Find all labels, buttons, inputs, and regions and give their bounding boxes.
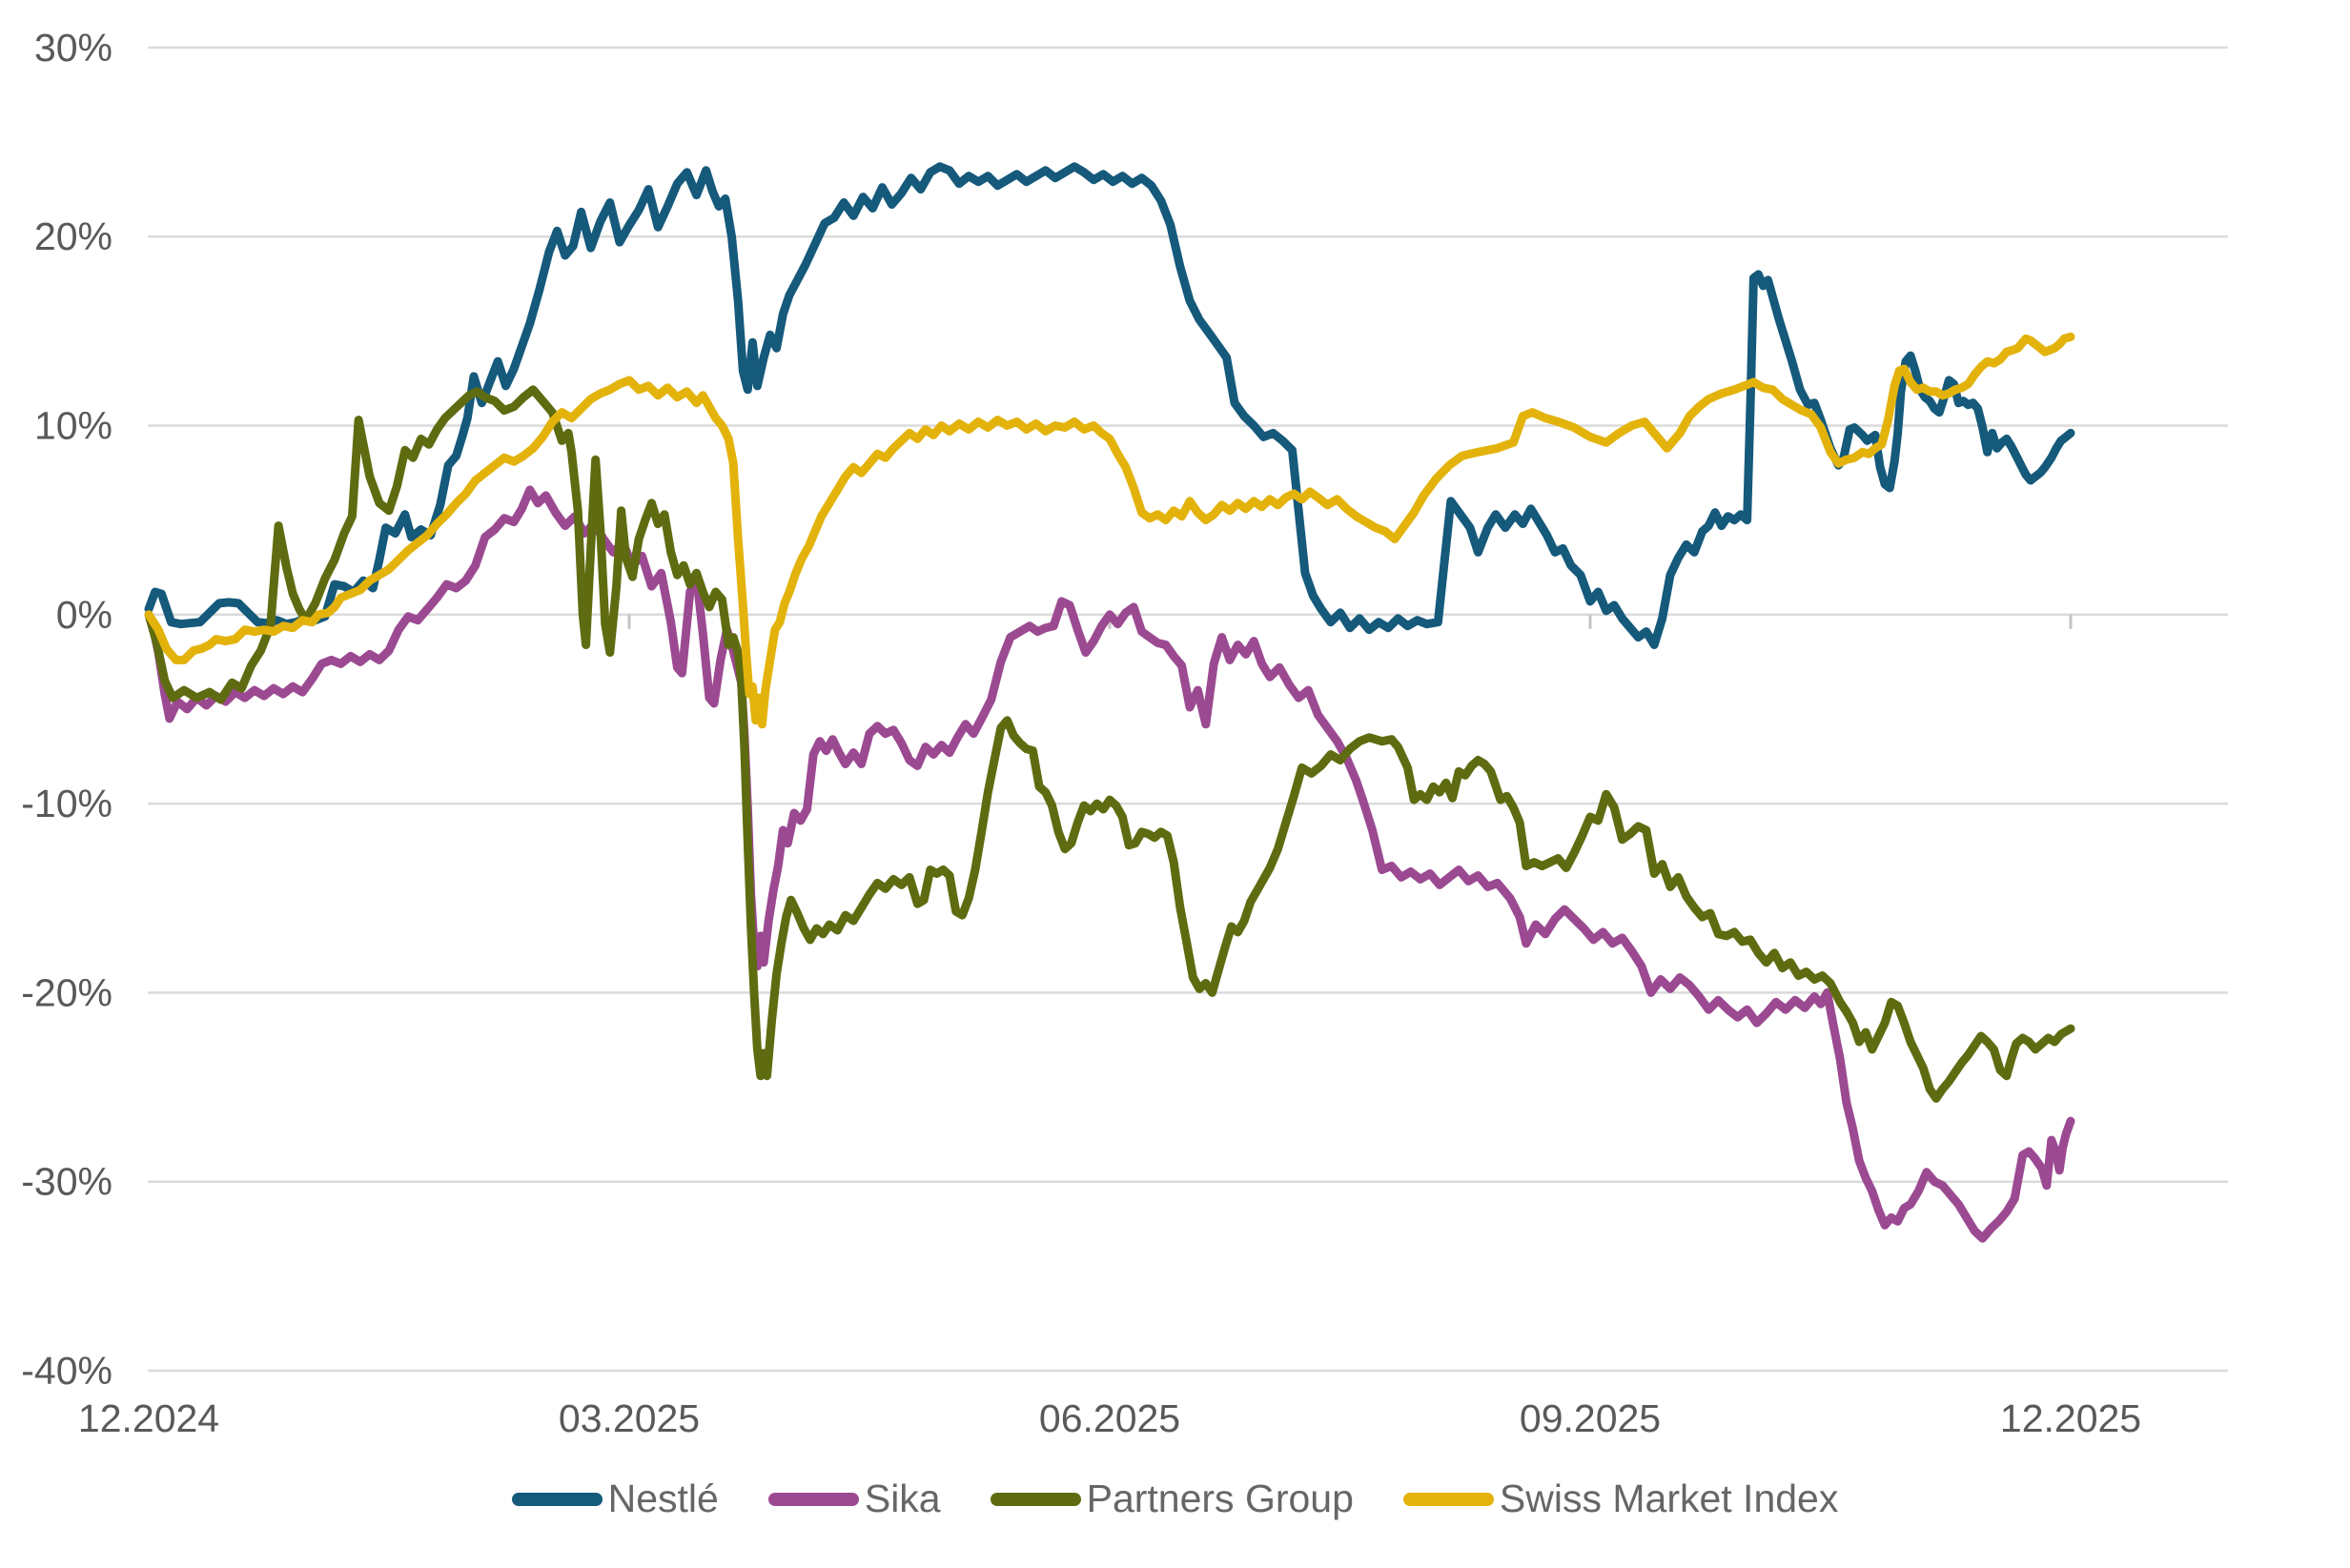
series-line-swiss-market-index: [144, 332, 2075, 729]
legend-swatch-icon: [990, 1492, 1081, 1506]
y-axis-label: -40%: [21, 1349, 112, 1393]
y-axis-label: 0%: [56, 593, 112, 637]
legend-item-nestlé[interactable]: Nestlé: [511, 1476, 719, 1520]
x-axis-label: 12.2025: [2000, 1396, 2141, 1440]
legend-label: Nestlé: [607, 1476, 719, 1520]
y-axis-label: -30%: [21, 1160, 112, 1204]
legend-label: Swiss Market Index: [1499, 1476, 1839, 1520]
x-axis-label: 03.2025: [559, 1396, 700, 1440]
legend-item-partners-group[interactable]: Partners Group: [990, 1476, 1354, 1520]
y-axis-label: 20%: [34, 214, 112, 258]
y-axis-label: -10%: [21, 782, 112, 825]
y-axis-label: -20%: [21, 970, 112, 1014]
series-line-nestlé: [144, 162, 2075, 649]
x-axis-label: 06.2025: [1039, 1396, 1180, 1440]
series-line-sika: [144, 485, 2075, 1243]
legend-item-swiss-market-index[interactable]: Swiss Market Index: [1402, 1476, 1839, 1520]
x-axis-label: 12.2024: [78, 1396, 219, 1440]
legend-swatch-icon: [511, 1492, 603, 1506]
y-axis-label: 10%: [34, 404, 112, 448]
legend-swatch-icon: [1402, 1492, 1494, 1506]
x-axis-label: 09.2025: [1520, 1396, 1661, 1440]
legend-label: Sika: [864, 1476, 941, 1520]
legend-label: Partners Group: [1086, 1476, 1354, 1520]
legend-item-sika[interactable]: Sika: [767, 1476, 941, 1520]
legend-swatch-icon: [767, 1492, 859, 1506]
chart-legend: Nestlé Sika Partners Group Swiss Market Ind…: [0, 1479, 2350, 1518]
y-axis-label: 30%: [34, 26, 112, 70]
